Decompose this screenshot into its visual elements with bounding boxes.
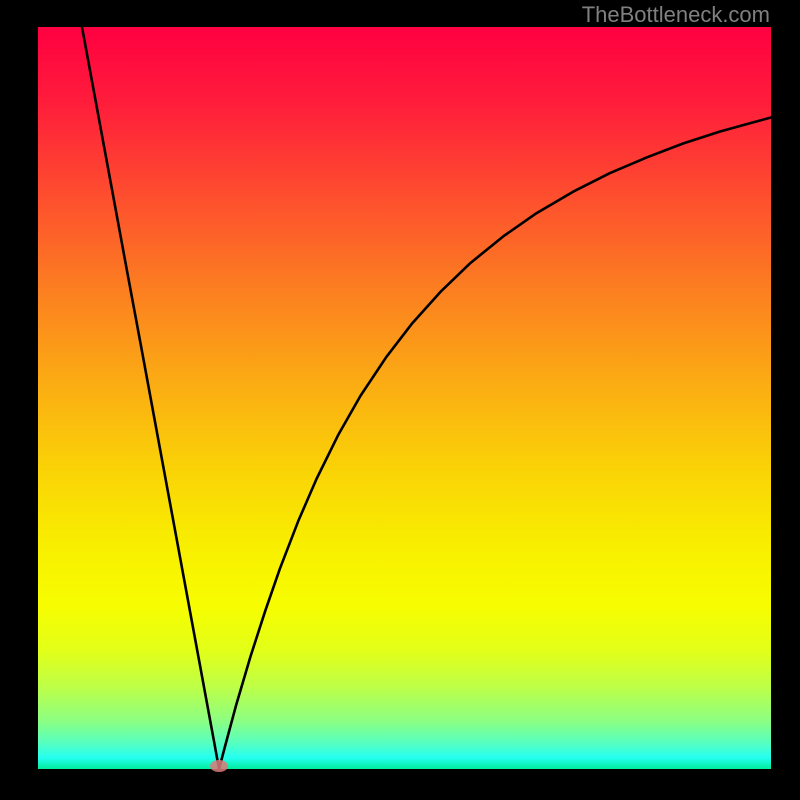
- watermark-text: TheBottleneck.com: [582, 2, 770, 28]
- minimum-marker: [210, 760, 228, 772]
- plot-background: [38, 27, 771, 769]
- bottleneck-chart: [0, 0, 800, 800]
